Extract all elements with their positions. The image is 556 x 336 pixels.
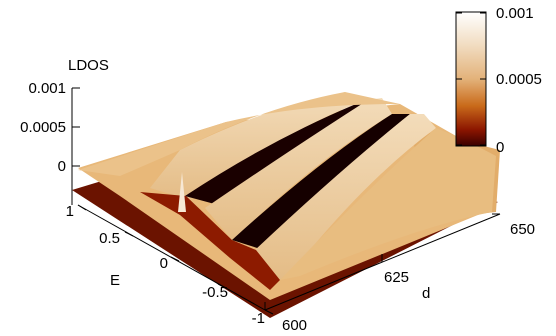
z-tick-label: 0.001: [28, 80, 66, 97]
surface-front-floor: [140, 192, 280, 290]
e-tick-label: 1: [66, 203, 74, 220]
e-tick-label: 0.5: [99, 230, 120, 247]
d-axis-label: d: [422, 285, 430, 302]
surface-trough: [185, 102, 370, 206]
z-tick-label: 0: [58, 158, 66, 175]
surface-front: [280, 128, 496, 280]
colorbar-tick-label: 0.0005: [496, 71, 542, 88]
colorbar-tick-label: 0: [496, 139, 504, 156]
surface-spike: [178, 172, 186, 212]
surface-ridge: [205, 98, 392, 240]
e-axis: 1 0.5 0 -0.5 -1 E: [66, 203, 274, 327]
d-axis: 600 625 650 d: [264, 213, 535, 334]
d-tick-label: 600: [282, 317, 307, 334]
colorbar: 0.001 0.0005 0: [455, 5, 542, 156]
surface-ridge: [255, 114, 436, 280]
surface-trough: [232, 114, 410, 252]
z-axis-label: LDOS: [68, 57, 109, 74]
surface-ridge: [150, 92, 356, 200]
z-tick-label: 0.0005: [20, 119, 66, 136]
z-axis: 0.001 0.0005 0 LDOS: [20, 57, 109, 205]
colorbar-tick-label: 0.001: [496, 5, 534, 22]
e-tick-label: -0.5: [202, 284, 228, 301]
d-tick-label: 650: [510, 221, 535, 238]
d-tick-label: 625: [384, 269, 409, 286]
e-axis-label: E: [110, 272, 120, 289]
e-tick-label: 0: [160, 255, 168, 272]
e-tick-label: -1: [252, 310, 265, 327]
surface: [72, 92, 500, 318]
surface-back-band: [78, 92, 400, 176]
